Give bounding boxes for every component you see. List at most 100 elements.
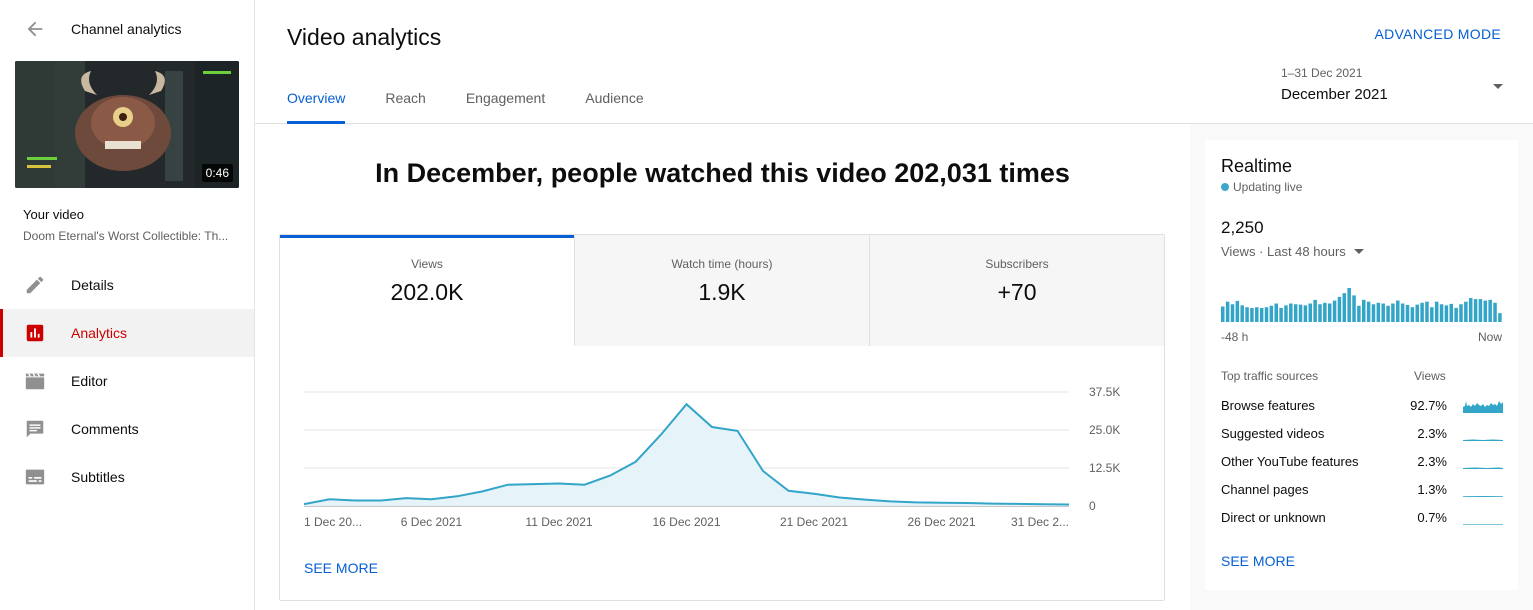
date-range-dropdown[interactable]: 1–31 Dec 2021 December 2021 <box>1281 66 1503 110</box>
realtime-period-dropdown[interactable]: Views · Last 48 hours <box>1221 244 1364 259</box>
sidebar-item-subtitles[interactable]: Subtitles <box>0 453 254 501</box>
realtime-bar <box>1274 303 1278 322</box>
tab-reach[interactable]: Reach <box>385 90 426 106</box>
traffic-sources-header: Top traffic sources <box>1221 369 1319 383</box>
realtime-bar <box>1347 288 1351 322</box>
tab-audience[interactable]: Audience <box>585 90 644 106</box>
realtime-bar <box>1449 303 1454 322</box>
traffic-views-header: Views <box>1414 369 1446 383</box>
realtime-bar <box>1425 301 1429 322</box>
traffic-source-name: Suggested videos <box>1221 426 1325 441</box>
tab-overview[interactable]: Overview <box>287 90 346 124</box>
y-tick-label: 25.0K <box>1089 423 1120 437</box>
sparkline-icon <box>1463 439 1503 441</box>
realtime-bar <box>1313 299 1317 322</box>
traffic-source-row[interactable]: Browse features 92.7% <box>1221 391 1503 419</box>
sidebar-item-analytics[interactable]: Analytics <box>0 309 254 357</box>
analytics-icon <box>26 324 44 342</box>
realtime-bar <box>1366 301 1371 322</box>
realtime-bar <box>1357 305 1361 322</box>
sidebar-item-details[interactable]: Details <box>0 261 254 309</box>
traffic-source-row[interactable]: Other YouTube features 2.3% <box>1221 447 1503 475</box>
sidebar-item-label: Subtitles <box>71 469 125 485</box>
realtime-bar <box>1473 299 1478 322</box>
advanced-mode-button[interactable]: ADVANCED MODE <box>1374 26 1501 42</box>
views-line <box>304 402 1070 506</box>
realtime-bar <box>1464 301 1468 322</box>
metric-label: Watch time (hours) <box>671 257 773 271</box>
sidebar-item-comments[interactable]: Comments <box>0 405 254 453</box>
y-tick-label: 37.5K <box>1089 385 1120 399</box>
main-content: In December, people watched this video 2… <box>255 124 1190 610</box>
video-thumbnail[interactable]: 0:46 <box>15 61 239 188</box>
realtime-bar <box>1468 297 1473 322</box>
sparkline-icon <box>1463 524 1503 525</box>
sidebar: Channel analytics 0:46 Y <box>0 0 255 610</box>
video-title[interactable]: Doom Eternal's Worst Collectible: Th... <box>23 229 229 243</box>
realtime-bar <box>1483 300 1488 322</box>
arrow-back-icon[interactable] <box>24 18 46 40</box>
realtime-card: Realtime Updating live 2,250 Views · Las… <box>1205 140 1518 590</box>
headline: In December, people watched this video 2… <box>375 158 1070 188</box>
metric-value: 1.9K <box>698 279 746 305</box>
sidebar-item-label: Editor <box>71 373 108 389</box>
traffic-source-name: Other YouTube features <box>1221 454 1359 469</box>
realtime-bar <box>1250 307 1254 322</box>
traffic-source-pct: 2.3% <box>1417 426 1447 441</box>
realtime-bar <box>1221 306 1225 322</box>
realtime-bar <box>1434 301 1439 322</box>
y-tick-label: 0 <box>1089 499 1096 513</box>
realtime-bar <box>1303 305 1308 322</box>
realtime-bar <box>1323 302 1327 322</box>
realtime-bar-chart <box>1221 288 1502 322</box>
realtime-bar <box>1493 302 1497 322</box>
page-header: Video analytics ADVANCED MODE Overview R… <box>255 0 1533 124</box>
traffic-source-name: Direct or unknown <box>1221 510 1326 525</box>
traffic-source-pct: 2.3% <box>1417 454 1447 469</box>
sidebar-item-label: Details <box>71 277 114 293</box>
traffic-source-row[interactable]: Direct or unknown 0.7% <box>1221 503 1503 531</box>
sidebar-item-label: Analytics <box>71 325 128 341</box>
x-tick-label: 11 Dec 2021 <box>525 515 592 529</box>
realtime-see-more-button[interactable]: SEE MORE <box>1221 553 1295 569</box>
metric-value: +70 <box>997 279 1037 305</box>
realtime-bar <box>1439 304 1444 322</box>
realtime-bar <box>1318 304 1322 322</box>
realtime-bar <box>1396 300 1400 322</box>
sidebar-item-label: Comments <box>71 421 139 437</box>
realtime-bar <box>1381 303 1385 322</box>
realtime-bar <box>1498 313 1502 322</box>
realtime-bar <box>1352 295 1356 322</box>
traffic-source-row[interactable]: Channel pages 1.3% <box>1221 475 1503 503</box>
realtime-bar <box>1454 307 1458 322</box>
caret-down-icon <box>1353 249 1364 254</box>
tab-engagement[interactable]: Engagement <box>465 90 546 106</box>
traffic-source-row[interactable]: Suggested videos 2.3% <box>1221 419 1503 447</box>
realtime-bar <box>1332 300 1337 322</box>
see-more-button[interactable]: SEE MORE <box>304 560 378 576</box>
sidebar-title: Channel analytics <box>71 21 182 37</box>
chevron-down-icon <box>1493 84 1503 89</box>
sparkline-icon <box>1463 467 1503 469</box>
traffic-source-pct: 0.7% <box>1417 510 1447 525</box>
realtime-axis-end: Now <box>1477 330 1502 344</box>
realtime-bar <box>1362 299 1366 322</box>
analytics-tabs: Overview Reach Engagement Audience <box>287 90 684 124</box>
realtime-bar <box>1410 307 1415 322</box>
realtime-bar <box>1308 303 1313 322</box>
x-tick-label: 1 Dec 20... <box>304 515 362 529</box>
date-label: December 2021 <box>1281 86 1388 103</box>
overview-card: Views 202.0K Watch time (hours) 1.9K Sub… <box>279 234 1165 601</box>
realtime-bar <box>1264 307 1269 322</box>
realtime-bar <box>1478 299 1483 322</box>
metric-tab-subscribers[interactable]: Subscribers +70 <box>869 235 1164 346</box>
realtime-bar <box>1420 302 1424 322</box>
realtime-bar <box>1259 307 1264 322</box>
realtime-bar <box>1342 293 1347 322</box>
metric-tab-watch-time[interactable]: Watch time (hours) 1.9K <box>574 235 869 346</box>
sidebar-item-editor[interactable]: Editor <box>0 357 254 405</box>
x-tick-label: 31 Dec 2... <box>1011 515 1069 529</box>
realtime-bar <box>1386 305 1390 322</box>
metric-tab-views[interactable]: Views 202.0K <box>280 235 574 346</box>
